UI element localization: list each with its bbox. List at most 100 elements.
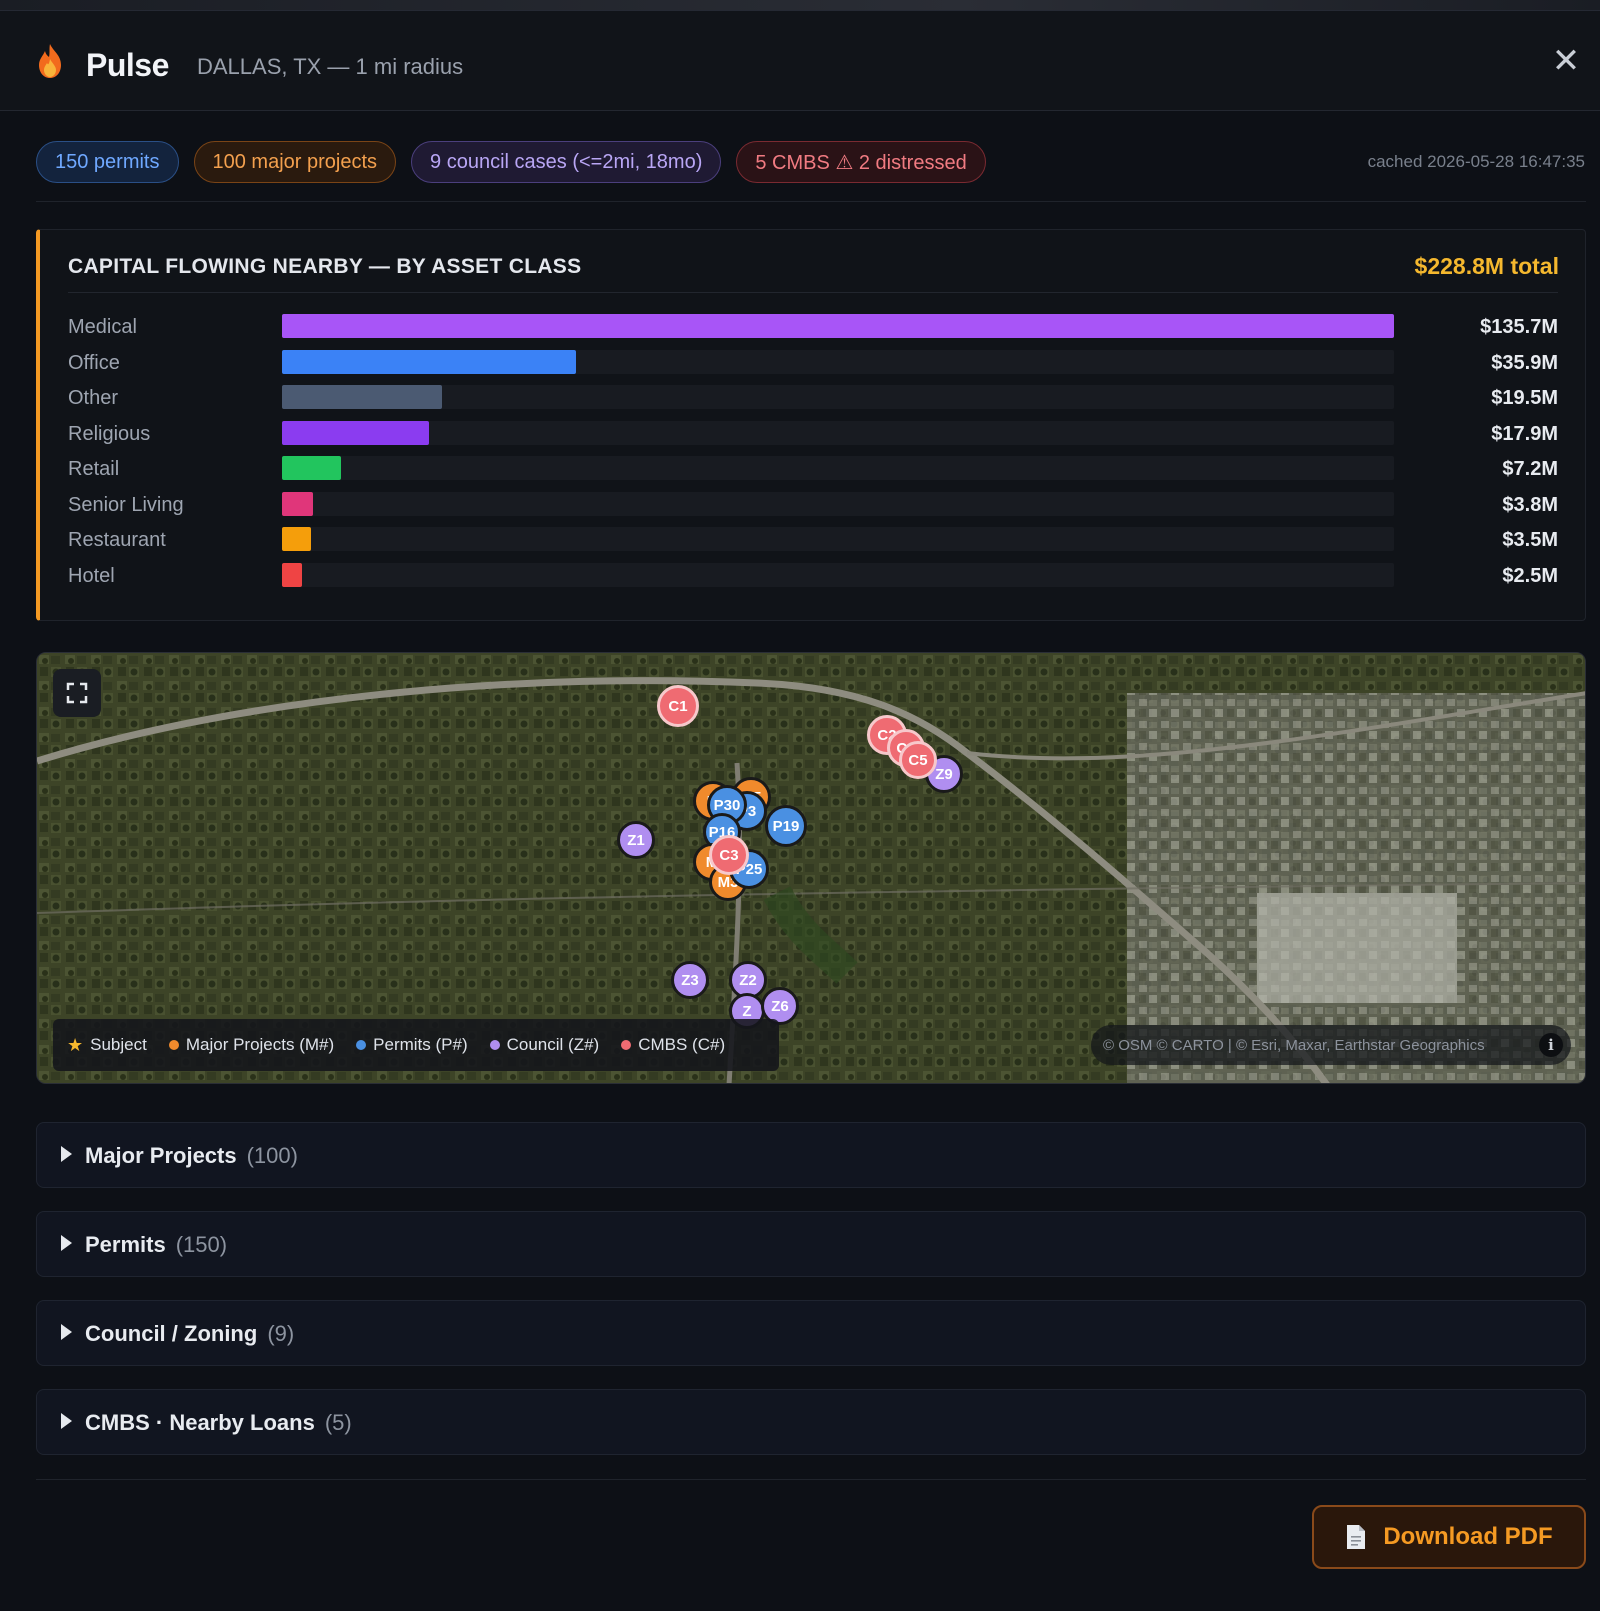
map-panel[interactable]: C1 C2 C4 Z9 C5 Z1 M M5 P3 P30 P19 P16 M … xyxy=(36,652,1586,1084)
legend-item-subject: ★ Subject xyxy=(67,1035,147,1056)
bar-category-label: Hotel xyxy=(68,564,115,587)
bar-fill xyxy=(282,562,303,587)
bar-track xyxy=(282,420,1394,445)
section-major-projects[interactable]: Major Projects (100) xyxy=(36,1122,1586,1188)
council-cases-chip[interactable]: 9 council cases (<=2mi, 18mo) xyxy=(411,141,722,183)
section-count: (5) xyxy=(324,1410,352,1435)
section-count: (150) xyxy=(175,1232,228,1257)
bar-row: Senior Living $3.8M xyxy=(68,491,1558,518)
satellite-map[interactable] xyxy=(37,653,1586,1084)
map-marker-council[interactable]: Z1 xyxy=(617,821,655,859)
major-projects-chip[interactable]: 100 major projects xyxy=(193,141,397,183)
cached-timestamp: cached 2026-05-28 16:47:35 xyxy=(1367,152,1585,171)
purple-dot-icon xyxy=(489,1040,500,1050)
map-marker-permit[interactable]: P19 xyxy=(765,805,807,847)
capital-flow-panel: CAPITAL FLOWING NEARBY — BY ASSET CLASS … xyxy=(36,229,1586,621)
map-legend: ★ Subject Major Projects (M#) Permits (P… xyxy=(53,1019,779,1071)
close-button[interactable]: ✕ xyxy=(1548,43,1584,79)
modal-title: Pulse xyxy=(86,47,169,83)
pulse-modal: Pulse DALLAS, TX — 1 mi radius ✕ 150 per… xyxy=(0,10,1600,1611)
divider xyxy=(36,201,1586,202)
section-count: (9) xyxy=(267,1321,295,1346)
attribution-text: © OSM © CARTO | © Esri, Maxar, Earthstar… xyxy=(1103,1036,1485,1054)
legend-label: Major Projects (M#) xyxy=(185,1035,335,1054)
legend-label: Subject xyxy=(90,1035,147,1054)
download-pdf-button[interactable]: Download PDF xyxy=(1312,1505,1586,1569)
section-label: Permits xyxy=(85,1232,166,1257)
window-top-strip xyxy=(0,0,1600,10)
bar-value-label: $35.9M xyxy=(1491,351,1558,374)
bar-row: Office $35.9M xyxy=(68,349,1558,376)
capital-total: $228.8M total xyxy=(1414,253,1559,279)
legend-item-council: Council (Z#) xyxy=(489,1035,600,1055)
map-marker-council[interactable]: Z6 xyxy=(761,987,799,1025)
bar-category-label: Medical xyxy=(68,316,137,338)
bar-track xyxy=(282,456,1394,480)
modal-header: Pulse DALLAS, TX — 1 mi radius ✕ xyxy=(0,11,1600,111)
map-marker-council[interactable]: Z9 xyxy=(925,755,963,793)
capital-flow-title: CAPITAL FLOWING NEARBY — BY ASSET CLASS xyxy=(68,255,582,278)
bar-track xyxy=(282,527,1394,551)
bar-value-label: $19.5M xyxy=(1491,387,1558,409)
bar-category-label: Other xyxy=(68,387,119,409)
divider xyxy=(68,292,1558,293)
section-permits[interactable]: Permits (150) xyxy=(36,1211,1586,1277)
legend-label: Council (Z#) xyxy=(506,1035,600,1054)
bar-track xyxy=(282,349,1394,374)
section-cmbs-loans[interactable]: CMBS · Nearby Loans (5) xyxy=(36,1389,1586,1455)
bar-category-label: Office xyxy=(68,351,120,374)
red-dot-icon xyxy=(621,1040,632,1050)
bar-row: Other $19.5M xyxy=(68,385,1558,411)
bar-row: Medical $135.7M xyxy=(68,314,1558,340)
cmbs-chip[interactable]: 5 CMBS ⚠ 2 distressed xyxy=(736,141,986,183)
map-marker-council[interactable]: Z3 xyxy=(671,961,709,999)
chevron-right-icon xyxy=(61,1235,72,1251)
bar-value-label: $135.7M xyxy=(1480,316,1558,338)
bar-category-label: Restaurant xyxy=(68,529,166,551)
flame-icon xyxy=(39,44,61,78)
map-marker-cmbs[interactable]: C3 xyxy=(709,835,749,875)
bar-fill xyxy=(282,527,311,551)
map-marker-permit[interactable]: P16 xyxy=(703,813,741,851)
bar-fill xyxy=(282,420,429,445)
expand-map-button[interactable] xyxy=(53,669,101,717)
bar-fill xyxy=(282,314,1394,338)
section-council-zoning[interactable]: Council / Zoning (9) xyxy=(36,1300,1586,1366)
chevron-right-icon xyxy=(61,1324,72,1340)
legend-item-permits: Permits (P#) xyxy=(356,1035,468,1055)
summary-chips: 150 permits 100 major projects 9 council… xyxy=(36,141,986,183)
map-marker-cmbs[interactable]: C5 xyxy=(899,741,937,779)
bar-track xyxy=(282,562,1394,587)
close-icon: ✕ xyxy=(1551,42,1581,80)
map-marker-cmbs[interactable]: C1 xyxy=(657,685,699,727)
legend-label: Permits (P#) xyxy=(373,1035,468,1054)
bar-fill xyxy=(282,349,577,374)
map-marker-council[interactable]: Z2 xyxy=(729,961,767,999)
map-marker-permit[interactable]: P3 xyxy=(727,791,767,831)
bar-value-label: $3.8M xyxy=(1502,493,1558,516)
permits-chip[interactable]: 150 permits xyxy=(36,141,179,183)
download-pdf-label: Download PDF xyxy=(1383,1523,1553,1550)
map-attribution: © OSM © CARTO | © Esri, Maxar, Earthstar… xyxy=(1091,1025,1571,1065)
bar-category-label: Retail xyxy=(68,458,120,480)
divider xyxy=(36,1479,1586,1480)
bar-value-label: $3.5M xyxy=(1502,529,1558,551)
info-icon[interactable]: i xyxy=(1539,1033,1563,1057)
bar-fill xyxy=(282,385,442,409)
star-icon: ★ xyxy=(67,1034,84,1055)
bar-track xyxy=(282,314,1394,338)
bar-track xyxy=(282,491,1394,516)
blue-dot-icon xyxy=(356,1040,367,1050)
bar-row: Retail $7.2M xyxy=(68,456,1558,482)
document-icon xyxy=(1347,1525,1366,1549)
location-subtitle: DALLAS, TX — 1 mi radius xyxy=(197,54,464,79)
section-label: Major Projects xyxy=(85,1143,237,1168)
section-label: CMBS · Nearby Loans xyxy=(85,1410,315,1435)
chevron-right-icon xyxy=(61,1146,72,1162)
bar-category-label: Senior Living xyxy=(68,493,184,516)
bar-row: Religious $17.9M xyxy=(68,420,1558,447)
bar-value-label: $2.5M xyxy=(1502,564,1558,587)
section-count: (100) xyxy=(246,1143,298,1168)
legend-label: CMBS (C#) xyxy=(638,1035,726,1054)
bar-row: Restaurant $3.5M xyxy=(68,527,1558,553)
